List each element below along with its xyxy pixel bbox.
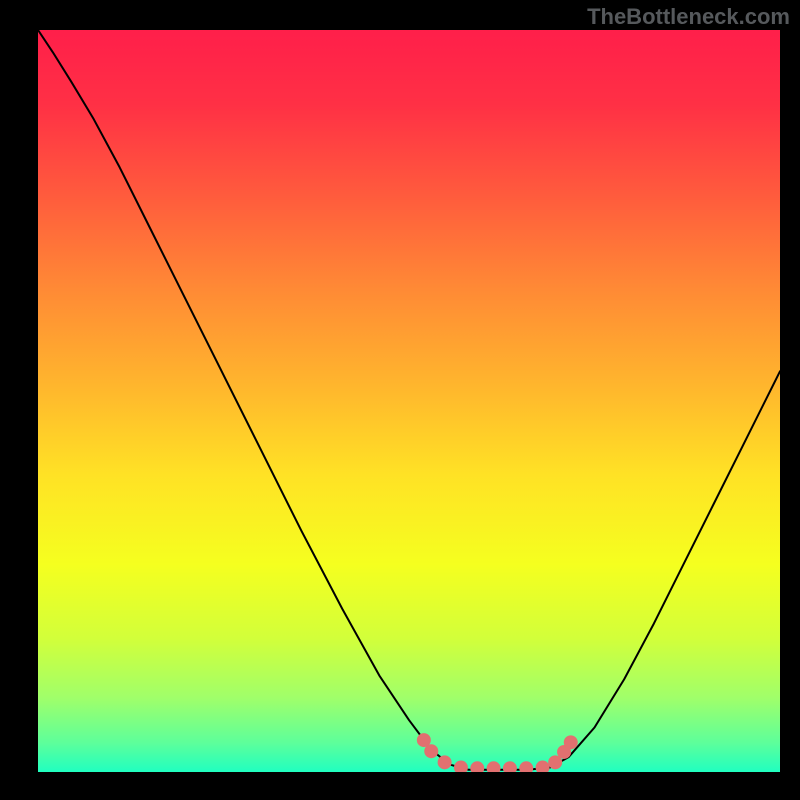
optimal-dot (564, 735, 578, 749)
plot-svg (38, 30, 780, 772)
optimal-dot (438, 755, 452, 769)
plot-area (38, 30, 780, 772)
attribution-text: TheBottleneck.com (587, 4, 790, 30)
gradient-background (38, 30, 780, 772)
chart-container: TheBottleneck.com (0, 0, 800, 800)
optimal-dot (424, 744, 438, 758)
